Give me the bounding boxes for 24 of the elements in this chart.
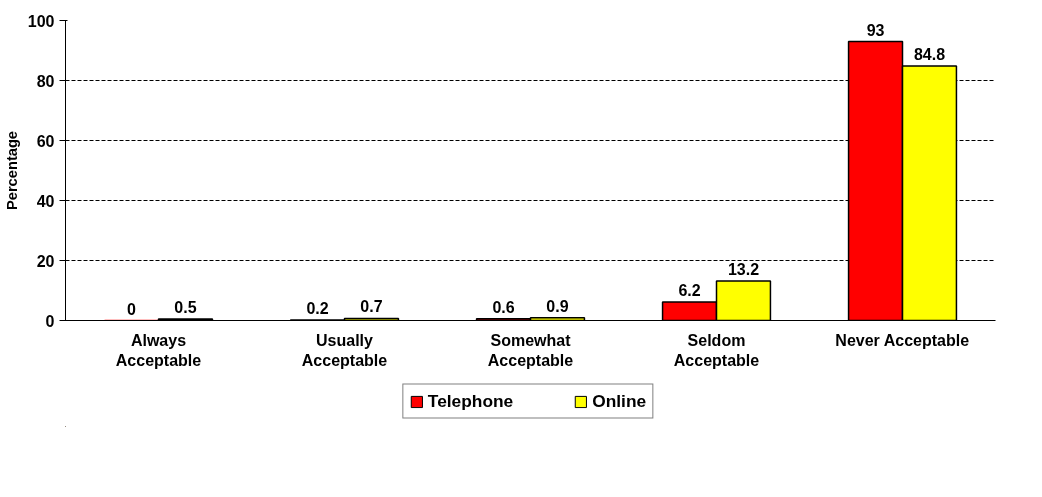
x-tick-label: Somewhat Acceptable [487,331,574,369]
x-tick-label: Seldom Acceptable [673,331,760,369]
data-label: 0.6 [492,298,515,316]
y-tick-label: 40 [36,192,55,210]
data-label: 93 [866,21,885,39]
x-tick-label: Always Acceptable [115,331,202,369]
y-tick-label: 60 [36,132,55,150]
x-tick-label: Never Acceptable [835,331,970,349]
data-label: 0 [127,300,137,318]
y-axis-title: Percentage [3,130,20,211]
legend-label: Telephone [427,390,514,412]
y-tick-label: 0 [45,312,55,330]
y-tick-label: 80 [36,72,55,90]
y-tick-label: 20 [36,252,55,270]
data-label: 6.2 [678,281,701,299]
data-label: 0.9 [546,297,569,315]
data-label: 0.7 [360,298,383,316]
y-tick-label: 100 [27,12,55,30]
data-label: 84.8 [913,46,946,64]
data-label: 0.5 [174,299,197,316]
data-label: 0.2 [306,299,329,317]
legend-label: Online [592,390,647,412]
x-tick-label: Usually Acceptable [301,331,388,369]
data-label: 13.2 [727,260,760,278]
